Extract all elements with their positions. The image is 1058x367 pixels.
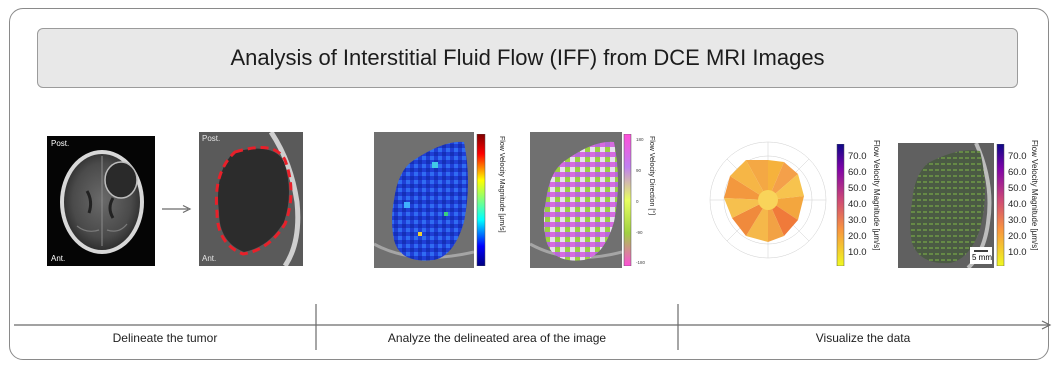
stage-label-visualize: Visualize the data: [815, 331, 911, 345]
direction-tick-3: 0: [636, 199, 639, 204]
rose-colorbar: [836, 144, 845, 266]
rose-colorbar-title: Flow Velocity Magnitude [μm/s]: [872, 140, 881, 251]
overlay-colorbar-title: Flow Velocity Magnitude [μm/s]: [1030, 140, 1039, 251]
rose-tick-1: 70.0: [848, 151, 867, 162]
magnitude-colorbar-title: Flow Velocity Magnitude [μm/s]: [498, 136, 505, 233]
timeline-axis: [14, 304, 1052, 350]
arrow-icon: [162, 204, 192, 214]
rose-tick-7: 10.0: [848, 247, 867, 258]
overlay-tick-3: 50.0: [1008, 183, 1027, 194]
direction-tick-2: 90: [636, 168, 642, 173]
direction-map: [530, 132, 622, 268]
overlay-tick-5: 30.0: [1008, 215, 1027, 226]
zoom-delineation-panel: Post. Ant.: [199, 132, 303, 266]
rose-tick-2: 60.0: [848, 167, 867, 178]
overlay-tick-6: 20.0: [1008, 231, 1027, 242]
rose-tick-4: 40.0: [848, 199, 867, 210]
magnitude-colorbar: [476, 134, 486, 266]
diagram-frame: [9, 8, 1049, 360]
stage-label-delineate: Delineate the tumor: [112, 331, 218, 345]
diagram-title: Analysis of Interstitial Fluid Flow (IFF…: [230, 45, 825, 70]
zoom-ant-label: Ant.: [202, 254, 217, 263]
direction-tick-5: -180: [636, 260, 646, 265]
rose-plot: [709, 141, 827, 259]
direction-tick-4: -90: [636, 230, 643, 235]
overlay-tick-1: 70.0: [1008, 151, 1027, 162]
mri-brain-image: [60, 150, 144, 254]
overlay-tick-2: 60.0: [1008, 167, 1027, 178]
title-banner: Analysis of Interstitial Fluid Flow (IFF…: [37, 28, 1018, 88]
delineation-image: [199, 132, 303, 266]
rose-tick-3: 50.0: [848, 183, 867, 194]
mri-brain-panel: Post. Ant.: [47, 136, 155, 266]
scale-bar-label: 5 mm: [972, 253, 992, 262]
overlay-colorbar: [996, 144, 1005, 266]
overlay-tick-4: 40.0: [1008, 199, 1027, 210]
magnitude-map: [374, 132, 474, 268]
velocity-direction-panel: [530, 132, 622, 268]
velocity-magnitude-panel: [374, 132, 474, 268]
zoom-post-label: Post.: [202, 134, 221, 143]
direction-colorbar-title: Flow Velocity Direction [°]: [648, 136, 655, 216]
overlay-image: [898, 143, 994, 268]
direction-tick-1: 180: [636, 137, 644, 142]
rose-tick-5: 30.0: [848, 215, 867, 226]
velocity-overlay-panel: 5 mm: [898, 143, 994, 268]
mri-ant-label: Ant.: [51, 254, 66, 263]
stage-label-analyze: Analyze the delineated area of the image: [387, 331, 607, 345]
overlay-tick-7: 10.0: [1008, 247, 1027, 258]
mri-post-label: Post.: [51, 139, 70, 148]
direction-colorbar: [623, 134, 632, 266]
rose-tick-6: 20.0: [848, 231, 867, 242]
